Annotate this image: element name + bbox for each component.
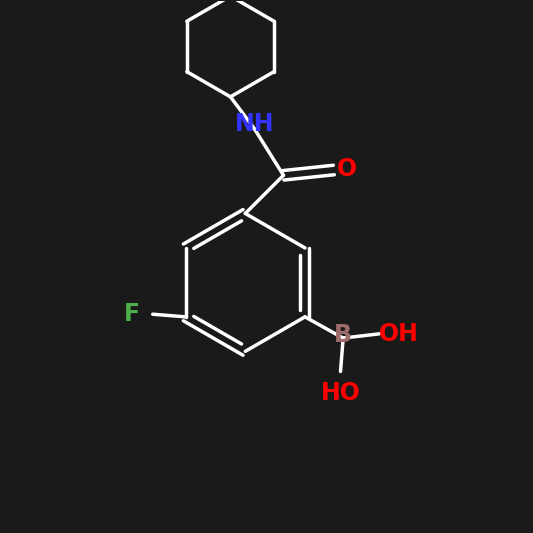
Text: B: B bbox=[334, 324, 352, 348]
Text: HO: HO bbox=[320, 381, 360, 405]
Text: NH: NH bbox=[235, 112, 274, 136]
Text: OH: OH bbox=[379, 322, 419, 346]
Text: O: O bbox=[337, 157, 357, 181]
Text: F: F bbox=[124, 302, 140, 326]
